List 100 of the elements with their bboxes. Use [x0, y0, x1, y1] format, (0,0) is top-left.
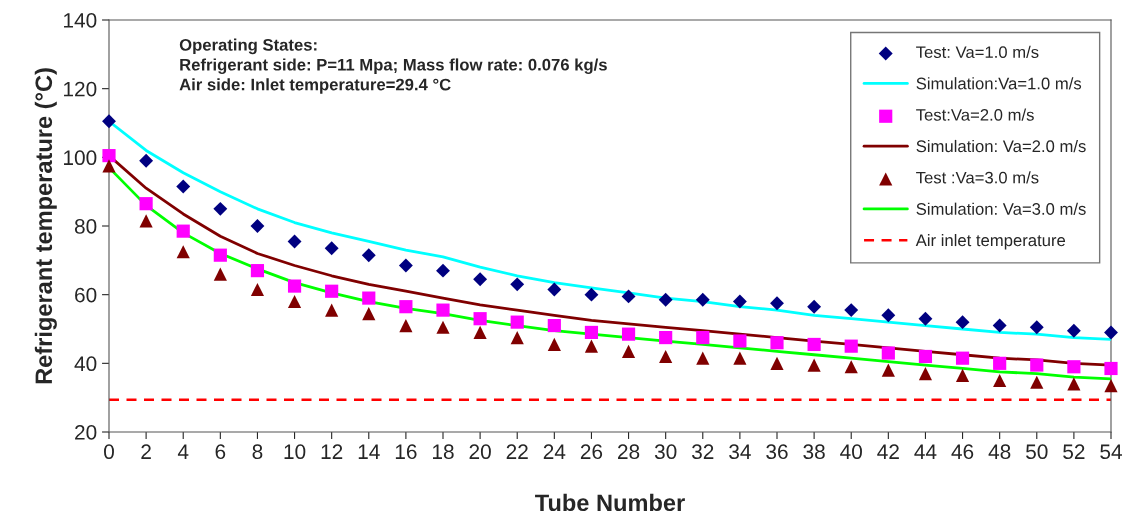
point [659, 349, 673, 364]
point [213, 248, 227, 262]
point [1029, 320, 1044, 335]
legend-label: Simulation: Va=2.0 m/s [916, 139, 1086, 153]
point [436, 320, 450, 334]
point [844, 303, 859, 318]
point [176, 224, 190, 238]
x-tick-label: 22 [506, 444, 528, 459]
point [807, 358, 821, 372]
point [770, 336, 784, 350]
point [287, 234, 302, 249]
point [881, 363, 895, 377]
point [139, 214, 153, 228]
point [473, 272, 488, 287]
point [176, 179, 191, 194]
point [696, 351, 710, 365]
x-tick-label: 28 [618, 444, 640, 460]
x-tick-label: 18 [433, 444, 454, 460]
y-tick-label: 60 [75, 287, 97, 303]
point [399, 300, 413, 314]
y-tick-label: 80 [74, 219, 97, 234]
x-tick-label: 8 [252, 444, 263, 460]
x-tick-label: 30 [654, 444, 677, 460]
point [881, 346, 895, 360]
point [473, 312, 487, 326]
x-tick-label: 20 [469, 444, 491, 460]
point [398, 258, 413, 273]
point [139, 153, 154, 168]
point [399, 318, 413, 333]
point [807, 299, 822, 314]
point [955, 368, 970, 382]
point [993, 373, 1007, 388]
x-tick-label: 2 [141, 444, 151, 459]
point [510, 331, 524, 345]
point [547, 318, 561, 333]
point [918, 311, 933, 326]
point [324, 241, 339, 256]
point [955, 351, 970, 365]
x-tick-label: 42 [877, 444, 899, 459]
point [362, 306, 376, 321]
annotation: Operating States: Refrigerant side: P=11 Mpa; Mass flow rate: 0.076 kg/s Air side: Inlet temperature=29.4 °C [179, 38, 607, 94]
y-tick-label: 20 [75, 425, 97, 440]
point [844, 339, 858, 353]
point [584, 287, 599, 302]
legend-label: Test: Va=1.0 m/s [916, 45, 1039, 59]
point [250, 219, 265, 233]
point [547, 337, 561, 352]
x-tick-label: 50 [1026, 444, 1048, 460]
point [621, 344, 636, 358]
x-axis-title: Tube Number [535, 493, 685, 512]
point [102, 159, 116, 173]
point [213, 267, 227, 281]
point [1030, 375, 1044, 389]
x-tick-label: 38 [803, 444, 825, 460]
point [250, 282, 265, 297]
legend-label: Test:Va=2.0 m/s [916, 108, 1034, 121]
point [1104, 379, 1118, 393]
point [1067, 360, 1081, 374]
point [361, 248, 376, 263]
point [659, 331, 673, 345]
point [844, 360, 858, 374]
x-tick-label: 40 [840, 444, 862, 460]
y-tick-label: 140 [64, 13, 97, 28]
point [362, 291, 376, 305]
point [102, 114, 116, 129]
y-tick-label: 40 [74, 356, 97, 372]
point [213, 201, 228, 216]
point [139, 197, 153, 211]
point [696, 331, 710, 345]
x-tick-label: 32 [691, 444, 714, 460]
x-tick-label: 4 [177, 444, 189, 459]
x-tick-label: 54 [1100, 444, 1122, 460]
point [621, 327, 636, 341]
point [1104, 361, 1118, 376]
x-tick-label: 6 [215, 444, 226, 460]
point [584, 325, 599, 340]
point [1030, 358, 1044, 372]
x-tick-label: 48 [988, 444, 1011, 460]
point [176, 245, 190, 259]
point [1104, 325, 1118, 340]
x-tick-label: 12 [321, 444, 343, 459]
x-tick-label: 26 [580, 444, 603, 460]
y-tick-label: 100 [64, 150, 97, 166]
point [918, 367, 933, 381]
point [510, 277, 525, 292]
point [102, 149, 116, 163]
point [992, 318, 1007, 333]
point [436, 263, 450, 278]
legend-label: Simulation: Va=3.0 m/s [916, 202, 1086, 215]
point [770, 296, 784, 311]
legend-label: Simulation:Va=1.0 m/s [916, 77, 1082, 90]
point [250, 264, 265, 278]
y-axis-title: Refrigerant temperature (°C) [34, 68, 57, 384]
point [325, 284, 339, 298]
point [658, 292, 673, 307]
x-tick-label: 16 [395, 444, 417, 460]
point [881, 308, 896, 323]
legend-label: Test :Va=3.0 m/s [916, 171, 1039, 184]
point [695, 292, 710, 307]
point [732, 294, 747, 309]
